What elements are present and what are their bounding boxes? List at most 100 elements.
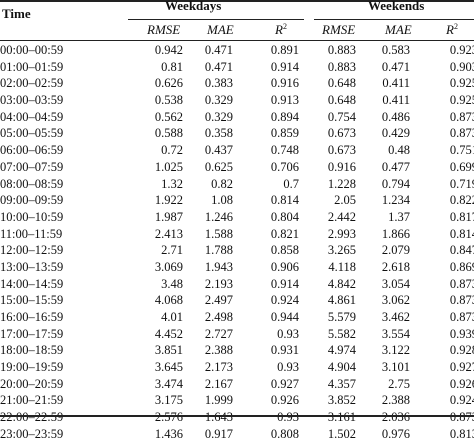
table-row: 03:00–03:59 0.538 0.329 0.913 0.648 0.411 0.92…: [0, 92, 474, 109]
value-cell: 0.358: [204, 126, 233, 141]
value-cell: 3.175: [154, 393, 183, 408]
value-cell: 0.926: [449, 376, 474, 391]
value-cell: 0.927: [449, 360, 474, 375]
value-cell: 3.265: [327, 243, 356, 258]
value-cell: 1.922: [154, 193, 183, 208]
value-cell: 4.357: [327, 376, 356, 391]
value-cell: 2.193: [204, 276, 233, 291]
value-cell: 0.873: [449, 276, 474, 291]
value-cell: 1.502: [327, 426, 356, 441]
value-cell: 0.927: [270, 376, 299, 391]
value-cell: 1.987: [154, 209, 183, 224]
table-row: 16:00–16:59 4.01 2.498 0.944 5.579 3.462 0.873: [0, 309, 474, 326]
value-cell: 0.859: [270, 126, 299, 141]
time-cell: 11:00–11:59: [0, 226, 63, 241]
time-cell: 22:00–22:59: [0, 410, 64, 425]
value-cell: 0.917: [204, 426, 233, 441]
value-cell: 0.814: [270, 193, 299, 208]
value-cell: 0.931: [270, 343, 299, 358]
value-cell: 0.411: [382, 76, 410, 91]
value-cell: 0.847: [449, 243, 474, 258]
value-cell: 0.329: [204, 93, 233, 108]
time-cell: 19:00–19:59: [0, 360, 64, 375]
value-cell: 3.554: [381, 326, 410, 341]
value-cell: 3.852: [327, 393, 356, 408]
table-row: 09:00–09:59 1.922 1.08 0.814 2.05 1.234 0.822: [0, 192, 474, 209]
value-cell: 0.928: [449, 343, 474, 358]
value-cell: 0.471: [204, 43, 233, 57]
value-cell: 0.808: [270, 426, 299, 441]
value-cell: 0.93: [277, 410, 299, 425]
table-row: 13:00–13:59 3.069 1.943 0.906 4.118 2.618 0.86…: [0, 259, 474, 276]
value-cell: 0.751: [449, 143, 474, 158]
value-cell: 2.388: [204, 343, 233, 358]
table-row: 20:00–20:59 3.474 2.167 0.927 4.357 2.75 0.926: [0, 376, 474, 393]
value-cell: 3.161: [327, 410, 356, 425]
value-cell: 2.173: [204, 360, 233, 375]
value-cell: 1.943: [204, 259, 233, 274]
value-cell: 3.474: [154, 376, 183, 391]
value-cell: 0.471: [381, 59, 410, 74]
value-cell: 2.05: [334, 193, 356, 208]
value-cell: 4.118: [328, 259, 356, 274]
time-cell: 00:00–00:59: [0, 43, 64, 57]
value-cell: 0.486: [381, 109, 410, 124]
value-cell: 1.32: [161, 176, 183, 191]
value-cell: 0.814: [449, 226, 474, 241]
value-cell: 0.648: [327, 93, 356, 108]
time-cell: 06:00–06:59: [0, 143, 64, 158]
value-cell: 0.976: [381, 426, 410, 441]
time-cell: 07:00–07:59: [0, 159, 64, 174]
value-cell: 2.442: [327, 209, 356, 224]
value-cell: 0.477: [381, 159, 410, 174]
value-cell: 0.873: [449, 126, 474, 141]
value-cell: 3.122: [381, 343, 410, 358]
value-cell: 0.822: [449, 193, 474, 208]
table-row: 10:00–10:59 1.987 1.246 0.804 2.442 1.37 0.817: [0, 209, 474, 226]
value-cell: 3.062: [381, 293, 410, 308]
value-cell: 4.974: [327, 343, 356, 358]
value-cell: 3.462: [381, 310, 410, 324]
time-cell: 04:00–04:59: [0, 109, 64, 124]
time-cell: 15:00–15:59: [0, 293, 64, 308]
value-cell: 0.924: [449, 393, 474, 408]
metric-header-rmse-weekdays: RMSE: [147, 22, 181, 37]
metric-header-r2-weekdays: R2: [275, 22, 287, 37]
value-cell: 0.873: [449, 109, 474, 124]
value-cell: 2.498: [204, 310, 233, 324]
value-cell: 1.866: [381, 226, 410, 241]
weekends-underline: [314, 19, 474, 20]
value-cell: 0.916: [327, 159, 356, 174]
value-cell: 0.873: [449, 293, 474, 308]
time-cell: 13:00–13:59: [0, 259, 64, 274]
table-row: 21:00–21:59 3.175 1.999 0.926 3.852 2.388 0.92…: [0, 392, 474, 409]
value-cell: 2.167: [204, 376, 233, 391]
time-cell: 18:00–18:59: [0, 343, 64, 358]
value-cell: 2.576: [154, 410, 183, 425]
value-cell: 0.673: [327, 126, 356, 141]
time-cell: 21:00–21:59: [0, 393, 64, 408]
value-cell: 0.583: [381, 43, 410, 57]
table-row: 01:00–01:59 0.81 0.471 0.914 0.883 0.471 0.903: [0, 59, 474, 76]
top-rule: [0, 0, 474, 2]
table-row: 02:00–02:59 0.626 0.383 0.916 0.648 0.411 0.92…: [0, 75, 474, 92]
value-cell: 3.101: [381, 360, 410, 375]
value-cell: 1.588: [204, 226, 233, 241]
time-cell: 23:00–23:59: [0, 426, 64, 441]
value-cell: 0.925: [449, 76, 474, 91]
value-cell: 0.942: [154, 43, 183, 57]
value-cell: 0.894: [270, 109, 299, 124]
value-cell: 0.93: [277, 326, 299, 341]
table-row: 18:00–18:59 3.851 2.388 0.931 4.974 3.122 0.92…: [0, 342, 474, 359]
table-row: 23:00–23:59 1.436 0.917 0.808 1.502 0.976 0.81…: [0, 426, 474, 443]
value-cell: 0.925: [449, 93, 474, 108]
table-row: 08:00–08:59 1.32 0.82 0.7 1.228 0.794 0.719: [0, 176, 474, 193]
value-cell: 5.579: [327, 310, 356, 324]
value-cell: 2.036: [381, 410, 410, 425]
value-cell: 0.813: [449, 426, 474, 441]
value-cell: 2.497: [204, 293, 233, 308]
value-cell: 0.794: [381, 176, 410, 191]
bottom-rule: [0, 415, 474, 417]
value-cell: 0.562: [154, 109, 183, 124]
value-cell: 1.788: [204, 243, 233, 258]
